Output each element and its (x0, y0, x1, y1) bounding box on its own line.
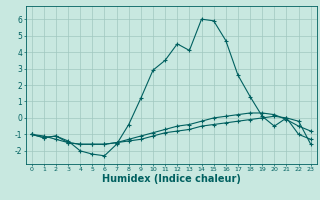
X-axis label: Humidex (Indice chaleur): Humidex (Indice chaleur) (102, 174, 241, 184)
